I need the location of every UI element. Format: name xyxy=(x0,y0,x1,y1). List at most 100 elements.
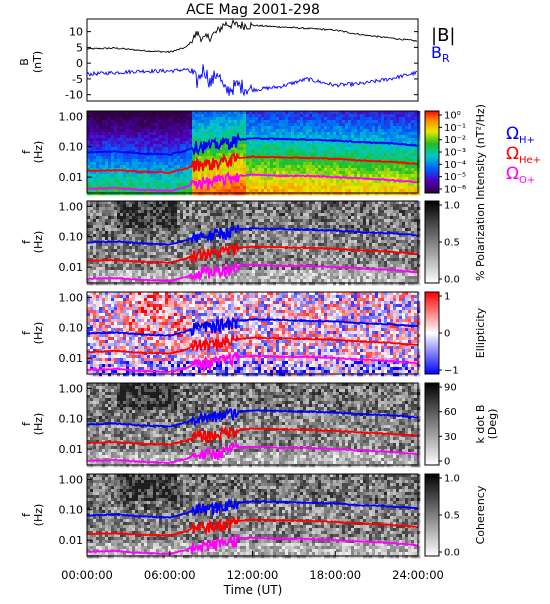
spectrogram-cell xyxy=(240,279,243,282)
spectrogram-cell xyxy=(267,213,270,216)
spectrogram-cell xyxy=(102,243,105,246)
spectrogram-cell xyxy=(171,219,174,222)
spectrogram-cell xyxy=(228,219,231,222)
spectrogram-cell xyxy=(144,120,147,123)
spectrogram-cell xyxy=(126,267,129,270)
spectrogram-cell xyxy=(135,219,138,222)
spectrogram-cell xyxy=(279,162,282,165)
spectrogram-cell xyxy=(180,177,183,180)
spectrogram-cell xyxy=(213,171,216,174)
spectrogram-cell xyxy=(390,153,393,156)
spectrogram-cell xyxy=(90,165,93,168)
spectrogram-cell xyxy=(408,135,411,138)
spectrogram-cell xyxy=(102,159,105,162)
spectrogram-cell xyxy=(126,273,129,276)
spectrogram-cell xyxy=(270,153,273,156)
spectrogram-cell xyxy=(123,153,126,156)
spectrogram-cell xyxy=(222,189,225,192)
spectrogram-cell xyxy=(165,144,168,147)
spectrogram-cell xyxy=(276,204,279,207)
spectrogram-cell xyxy=(252,273,255,276)
spectrogram-cell xyxy=(96,246,99,249)
spectrogram-cell xyxy=(102,219,105,222)
spectrogram-cell xyxy=(213,189,216,192)
spectrogram-cell xyxy=(99,216,102,219)
spectrogram-cell xyxy=(378,171,381,174)
spectrogram-cell xyxy=(249,279,252,282)
spectrogram-cell xyxy=(222,243,225,246)
spectrogram-cell xyxy=(204,186,207,189)
spectrogram-cell xyxy=(126,282,129,285)
spectrogram-cell xyxy=(333,189,336,192)
spectrogram-cell xyxy=(162,219,165,222)
spectrogram-cell xyxy=(153,186,156,189)
spectrogram-cell xyxy=(294,114,297,117)
spectrogram-cell xyxy=(117,156,120,159)
spectrogram-cell xyxy=(210,207,213,210)
spectrogram-cell xyxy=(153,135,156,138)
spectrogram-cell xyxy=(138,255,141,258)
spectrogram-cell xyxy=(366,114,369,117)
spectrogram-cell xyxy=(225,255,228,258)
spectrogram-cell xyxy=(93,273,96,276)
spectrogram-cell xyxy=(240,240,243,243)
spectrogram-cell xyxy=(414,141,417,144)
spectrogram-cell xyxy=(342,123,345,126)
spectrogram-cell xyxy=(336,153,339,156)
spectrogram-cell xyxy=(138,216,141,219)
spectrogram-cell xyxy=(120,219,123,222)
spectrogram-cell xyxy=(198,129,201,132)
spectrogram-cell xyxy=(366,183,369,186)
spectrogram-cell xyxy=(195,264,198,267)
spectrogram-cell xyxy=(120,183,123,186)
spectrogram-cell xyxy=(246,216,249,219)
spectrogram-cell xyxy=(120,210,123,213)
spectrogram-cell xyxy=(93,210,96,213)
spectrogram-cell xyxy=(252,150,255,153)
spectrogram-cell xyxy=(162,213,165,216)
spectrogram-cell xyxy=(300,147,303,150)
spectrogram-cell xyxy=(324,120,327,123)
spectrogram-cell xyxy=(177,219,180,222)
spectrogram-cell xyxy=(132,180,135,183)
spectrogram-cell xyxy=(360,126,363,129)
spectrogram-cell xyxy=(258,189,261,192)
spectrogram-cell xyxy=(234,165,237,168)
spectrogram-cell xyxy=(192,222,195,225)
spectrogram-cell xyxy=(210,276,213,279)
spectrogram-cell xyxy=(309,165,312,168)
spectrogram-cell xyxy=(348,180,351,183)
spectrogram-cell xyxy=(105,246,108,249)
spectrogram-cell xyxy=(411,189,414,192)
spectrogram-cell xyxy=(309,123,312,126)
spectrogram-cell xyxy=(156,117,159,120)
spectrogram-cell xyxy=(105,114,108,117)
spectrogram-cell xyxy=(141,174,144,177)
spectrogram-cell xyxy=(315,192,318,195)
spectrogram-cell xyxy=(180,246,183,249)
spectrogram-cell xyxy=(267,192,270,195)
spectrogram-cell xyxy=(165,180,168,183)
spectrogram-cell xyxy=(102,249,105,252)
spectrogram-cell xyxy=(249,168,252,171)
spectrogram-cell xyxy=(132,183,135,186)
spectrogram-cell xyxy=(186,174,189,177)
spectrogram-cell xyxy=(312,192,315,195)
spectrogram-cell xyxy=(129,213,132,216)
spectrogram-cell xyxy=(225,204,228,207)
spectrogram-cell xyxy=(255,258,258,261)
spectrogram-cell xyxy=(108,138,111,141)
spectrogram-cell xyxy=(213,240,216,243)
spectrogram-cell xyxy=(216,237,219,240)
spectrogram-cell xyxy=(231,258,234,261)
spectrogram-cell xyxy=(273,126,276,129)
spectrogram-cell xyxy=(363,135,366,138)
spectrogram-cell xyxy=(207,135,210,138)
spectrogram-cell xyxy=(363,180,366,183)
spectrogram-cell xyxy=(384,138,387,141)
spectrogram-cell xyxy=(315,153,318,156)
spectrogram-cell xyxy=(120,267,123,270)
spectrogram-cell xyxy=(144,159,147,162)
spectrogram-cell xyxy=(246,267,249,270)
spectrogram-cell xyxy=(222,123,225,126)
